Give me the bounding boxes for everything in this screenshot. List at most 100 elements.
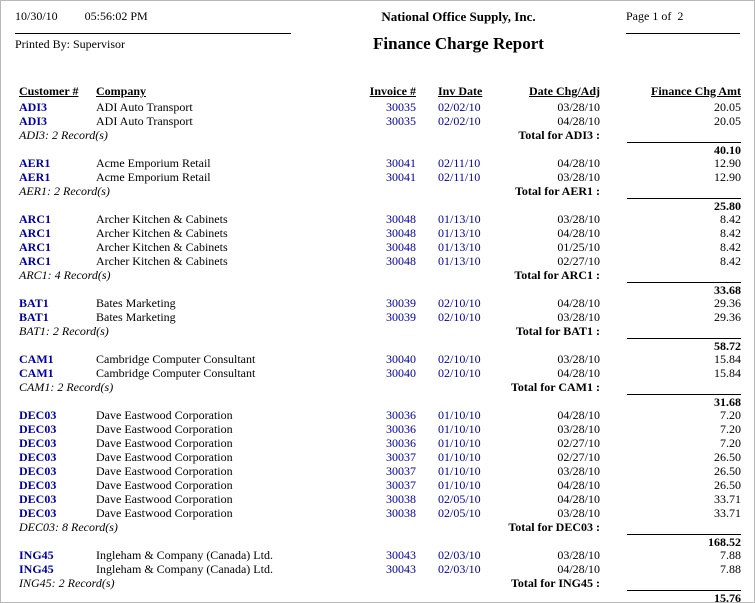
- inv-date-link[interactable]: 02/03/10: [438, 548, 481, 562]
- inv-date-link[interactable]: 02/10/10: [438, 352, 481, 366]
- inv-date-link[interactable]: 01/10/10: [438, 478, 481, 492]
- inv-date-link[interactable]: 01/13/10: [438, 240, 481, 254]
- date-chg-cell: 03/28/10: [557, 100, 600, 114]
- customer-link[interactable]: CAM1: [19, 366, 54, 380]
- invoice-link[interactable]: 30043: [386, 562, 416, 576]
- date-chg-cell: 03/28/10: [557, 506, 600, 520]
- invoice-link[interactable]: 30040: [386, 366, 416, 380]
- customer-link[interactable]: DEC03: [19, 436, 57, 450]
- invoice-link[interactable]: 30036: [386, 422, 416, 436]
- inv-date-link[interactable]: 01/13/10: [438, 226, 481, 240]
- customer-link[interactable]: ARC1: [19, 254, 51, 268]
- customer-link[interactable]: DEC03: [19, 492, 57, 506]
- invoice-link[interactable]: 30048: [386, 254, 416, 268]
- inv-date-link[interactable]: 02/02/10: [438, 100, 481, 114]
- customer-link[interactable]: ARC1: [19, 212, 51, 226]
- inv-date-link[interactable]: 02/11/10: [438, 156, 481, 170]
- inv-date-link[interactable]: 01/10/10: [438, 422, 481, 436]
- invoice-link[interactable]: 30036: [386, 408, 416, 422]
- invoice-link[interactable]: 30039: [386, 310, 416, 324]
- amount-cell: 33.71: [714, 492, 741, 506]
- customer-link[interactable]: DEC03: [19, 422, 57, 436]
- invoice-link[interactable]: 30039: [386, 296, 416, 310]
- amount-cell: 8.42: [720, 226, 741, 240]
- date-chg-cell: 03/28/10: [557, 422, 600, 436]
- print-date: 10/30/10: [15, 9, 58, 23]
- invoice-link[interactable]: 30043: [386, 548, 416, 562]
- amount-cell: 20.05: [714, 100, 741, 114]
- amount-cell: 20.05: [714, 114, 741, 128]
- inv-date-link[interactable]: 02/10/10: [438, 310, 481, 324]
- company-cell: Acme Emporium Retail: [96, 170, 211, 184]
- invoice-link[interactable]: 30040: [386, 352, 416, 366]
- inv-date-link[interactable]: 02/02/10: [438, 114, 481, 128]
- invoice-link[interactable]: 30038: [386, 506, 416, 520]
- invoice-link[interactable]: 30037: [386, 464, 416, 478]
- inv-date-link[interactable]: 02/05/10: [438, 506, 481, 520]
- amount-cell: 7.88: [720, 562, 741, 576]
- company-cell: Dave Eastwood Corporation: [96, 436, 233, 450]
- invoice-link[interactable]: 30037: [386, 478, 416, 492]
- customer-link[interactable]: ING45: [19, 562, 54, 576]
- customer-link[interactable]: ARC1: [19, 226, 51, 240]
- print-time: 05:56:02 PM: [84, 9, 148, 23]
- invoice-link[interactable]: 30038: [386, 492, 416, 506]
- inv-date-link[interactable]: 02/03/10: [438, 562, 481, 576]
- amount-cell: 33.71: [714, 506, 741, 520]
- invoice-link[interactable]: 30041: [386, 170, 416, 184]
- customer-link[interactable]: DEC03: [19, 450, 57, 464]
- customer-link[interactable]: CAM1: [19, 352, 54, 366]
- inv-date-link[interactable]: 01/10/10: [438, 408, 481, 422]
- customer-link[interactable]: ARC1: [19, 240, 51, 254]
- inv-date-link[interactable]: 01/13/10: [438, 254, 481, 268]
- customer-link[interactable]: DEC03: [19, 464, 57, 478]
- column-header-company: Company: [96, 84, 368, 100]
- company-cell: Archer Kitchen & Cabinets: [96, 240, 228, 254]
- customer-link[interactable]: DEC03: [19, 506, 57, 520]
- amount-cell: 8.42: [720, 240, 741, 254]
- column-header-amount-label: Finance Chg Amt: [651, 84, 741, 98]
- column-header-amount: Finance Chg Amt: [606, 84, 741, 100]
- invoice-link[interactable]: 30036: [386, 436, 416, 450]
- customer-link[interactable]: DEC03: [19, 478, 57, 492]
- group-total-label: Total for ADI3 :: [518, 128, 600, 142]
- inv-date-link[interactable]: 02/11/10: [438, 170, 481, 184]
- invoice-link[interactable]: 30035: [386, 114, 416, 128]
- inv-date-link[interactable]: 01/13/10: [438, 212, 481, 226]
- report-row: CAM1 Cambridge Computer Consultant 30040 02…: [1, 352, 754, 366]
- customer-link[interactable]: ADI3: [19, 114, 48, 128]
- customer-link[interactable]: BAT1: [19, 310, 49, 324]
- report-row: ARC1 Archer Kitchen & Cabinets 30048 01/13/…: [1, 226, 754, 240]
- customer-link[interactable]: BAT1: [19, 296, 49, 310]
- report-groups: ADI3 ADI Auto Transport 30035 02/02/10 03/28…: [1, 100, 754, 602]
- invoice-link[interactable]: 30048: [386, 212, 416, 226]
- invoice-link[interactable]: 30048: [386, 226, 416, 240]
- company-cell: Archer Kitchen & Cabinets: [96, 254, 228, 268]
- customer-link[interactable]: AER1: [19, 170, 51, 184]
- customer-link[interactable]: AER1: [19, 156, 51, 170]
- column-header-inv-date-label: Inv Date: [438, 84, 483, 98]
- date-chg-cell: 03/28/10: [557, 352, 600, 366]
- inv-date-link[interactable]: 01/10/10: [438, 436, 481, 450]
- invoice-link[interactable]: 30037: [386, 450, 416, 464]
- invoice-link[interactable]: 30035: [386, 100, 416, 114]
- amount-cell: 15.84: [714, 366, 741, 380]
- customer-link[interactable]: DEC03: [19, 408, 57, 422]
- spacer: [19, 534, 627, 549]
- inv-date-link[interactable]: 01/10/10: [438, 450, 481, 464]
- spacer: [606, 268, 741, 282]
- invoice-link[interactable]: 30048: [386, 240, 416, 254]
- amount-cell: 7.88: [720, 548, 741, 562]
- inv-date-link[interactable]: 01/10/10: [438, 464, 481, 478]
- column-header-customer: Customer #: [19, 84, 96, 100]
- customer-link[interactable]: ING45: [19, 548, 54, 562]
- inv-date-link[interactable]: 02/10/10: [438, 296, 481, 310]
- inv-date-link[interactable]: 02/10/10: [438, 366, 481, 380]
- print-datetime: 10/30/10 05:56:02 PM: [15, 9, 291, 34]
- customer-link[interactable]: ADI3: [19, 100, 48, 114]
- invoice-link[interactable]: 30041: [386, 156, 416, 170]
- company-cell: Dave Eastwood Corporation: [96, 408, 233, 422]
- inv-date-link[interactable]: 02/05/10: [438, 492, 481, 506]
- record-count-label: DEC03: 8 Record(s): [19, 520, 118, 534]
- spacer: [19, 142, 627, 157]
